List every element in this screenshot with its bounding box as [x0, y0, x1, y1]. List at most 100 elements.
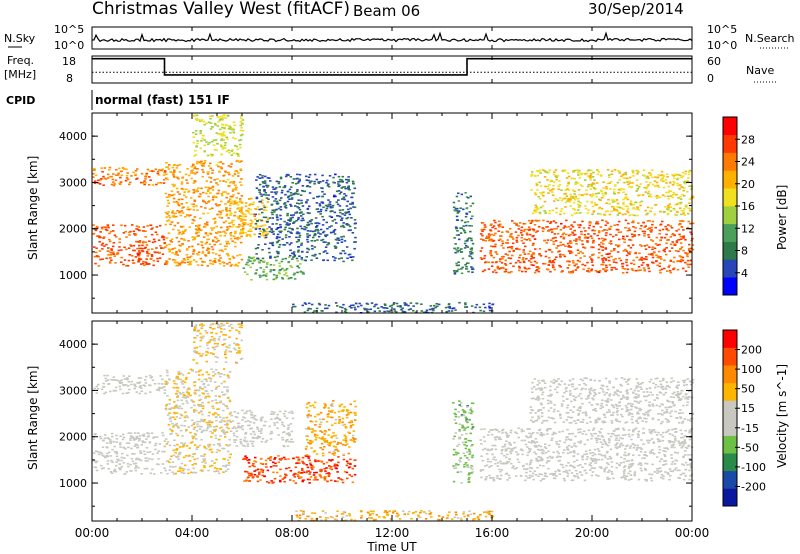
heatmap-cell [568, 201, 571, 203]
heatmap-cell [193, 471, 196, 474]
heatmap-cell [602, 257, 606, 259]
heatmap-cell [126, 178, 130, 181]
heatmap-cell [563, 170, 567, 172]
heatmap-cell [289, 176, 293, 178]
heatmap-cell [287, 467, 291, 469]
heatmap-cell [220, 328, 223, 330]
heatmap-cell [97, 265, 101, 267]
heatmap-cell [296, 462, 299, 464]
heatmap-cell [98, 241, 101, 243]
heatmap-cell [301, 469, 304, 471]
heatmap-cell [226, 226, 229, 228]
heatmap-cell [191, 464, 194, 466]
heatmap-cell [130, 447, 133, 450]
heatmap-cell [327, 304, 331, 307]
heatmap-cell [236, 254, 239, 257]
heatmap-cell [489, 250, 493, 252]
heatmap-cell [573, 212, 576, 215]
heatmap-cell [574, 197, 577, 199]
heatmap-cell [192, 172, 195, 174]
heatmap-cell [567, 197, 570, 200]
heatmap-cell [146, 255, 149, 257]
heatmap-cell [262, 271, 265, 273]
heatmap-cell [284, 410, 287, 413]
heatmap-cell [217, 385, 221, 387]
heatmap-cell [183, 191, 186, 193]
heatmap-cell [239, 232, 242, 235]
heatmap-cell [261, 438, 265, 440]
heatmap-cell [143, 385, 147, 387]
heatmap-cell [466, 246, 469, 248]
heatmap-cell [197, 389, 201, 392]
heatmap-cell [181, 445, 185, 448]
heatmap-cell [236, 265, 240, 267]
heatmap-cell [181, 403, 185, 405]
heatmap-cell [471, 257, 474, 260]
heatmap-cell [116, 379, 119, 382]
heatmap-cell [673, 182, 676, 184]
heatmap-cell [286, 190, 290, 193]
heatmap-cell [330, 465, 333, 468]
heatmap-cell [151, 458, 154, 461]
heatmap-cell [577, 189, 581, 191]
heatmap-cell [681, 193, 684, 196]
heatmap-cell [184, 229, 187, 231]
heatmap-cell [181, 230, 185, 233]
heatmap-cell [543, 176, 547, 178]
heatmap-cell [585, 193, 589, 196]
heatmap-cell [221, 231, 225, 233]
heatmap-cell [313, 180, 316, 183]
heatmap-cell [245, 209, 248, 212]
heatmap-cell [536, 174, 540, 177]
heatmap-cell [124, 179, 128, 182]
heatmap-cell [564, 245, 567, 247]
heatmap-cell [647, 184, 650, 186]
heatmap-cell [279, 459, 282, 461]
nsearch-tick-high: 10^5 [707, 23, 737, 36]
heatmap-cell [203, 139, 206, 141]
heatmap-cell [533, 174, 536, 177]
heatmap-cell [197, 234, 200, 237]
heatmap-cell [662, 186, 666, 189]
heatmap-cell [266, 228, 269, 230]
heatmap-cell [141, 441, 145, 444]
heatmap-cell [242, 267, 245, 269]
heatmap-cell [180, 203, 184, 205]
heatmap-cell [219, 435, 222, 437]
heatmap-cell [640, 259, 644, 261]
heatmap-cell [287, 277, 291, 279]
heatmap-cell [320, 310, 323, 312]
heatmap-cell [173, 411, 176, 414]
heatmap-cell [608, 242, 611, 244]
heatmap-cell [284, 458, 287, 461]
heatmap-cell [222, 394, 225, 396]
heatmap-cell [564, 206, 567, 208]
heatmap-cell [229, 131, 232, 134]
heatmap-cell [215, 225, 218, 228]
heatmap-cell [138, 386, 141, 388]
heatmap-cell [501, 231, 504, 233]
heatmap-cell [213, 222, 217, 224]
heatmap-cell [191, 222, 194, 224]
heatmap-cell [107, 451, 111, 454]
heatmap-cell [138, 253, 141, 255]
heatmap-cell [347, 176, 350, 178]
heatmap-cell [168, 194, 171, 196]
heatmap-cell [178, 453, 181, 455]
heatmap-cell [484, 240, 487, 242]
heatmap-cell [229, 126, 232, 129]
heatmap-cell [469, 205, 473, 207]
heatmap-cell [656, 264, 659, 267]
heatmap-cell [114, 386, 118, 389]
heatmap-cell [658, 233, 661, 235]
heatmap-cell [153, 383, 157, 385]
heatmap-cell [157, 239, 161, 241]
heatmap-cell [144, 175, 147, 178]
heatmap-cell [669, 225, 672, 227]
heatmap-cell [615, 261, 618, 264]
heatmap-cell [219, 213, 222, 216]
heatmap-cell [245, 440, 249, 443]
heatmap-cell [147, 184, 151, 186]
heatmap-cell [205, 360, 208, 363]
heatmap-cell [172, 449, 175, 452]
